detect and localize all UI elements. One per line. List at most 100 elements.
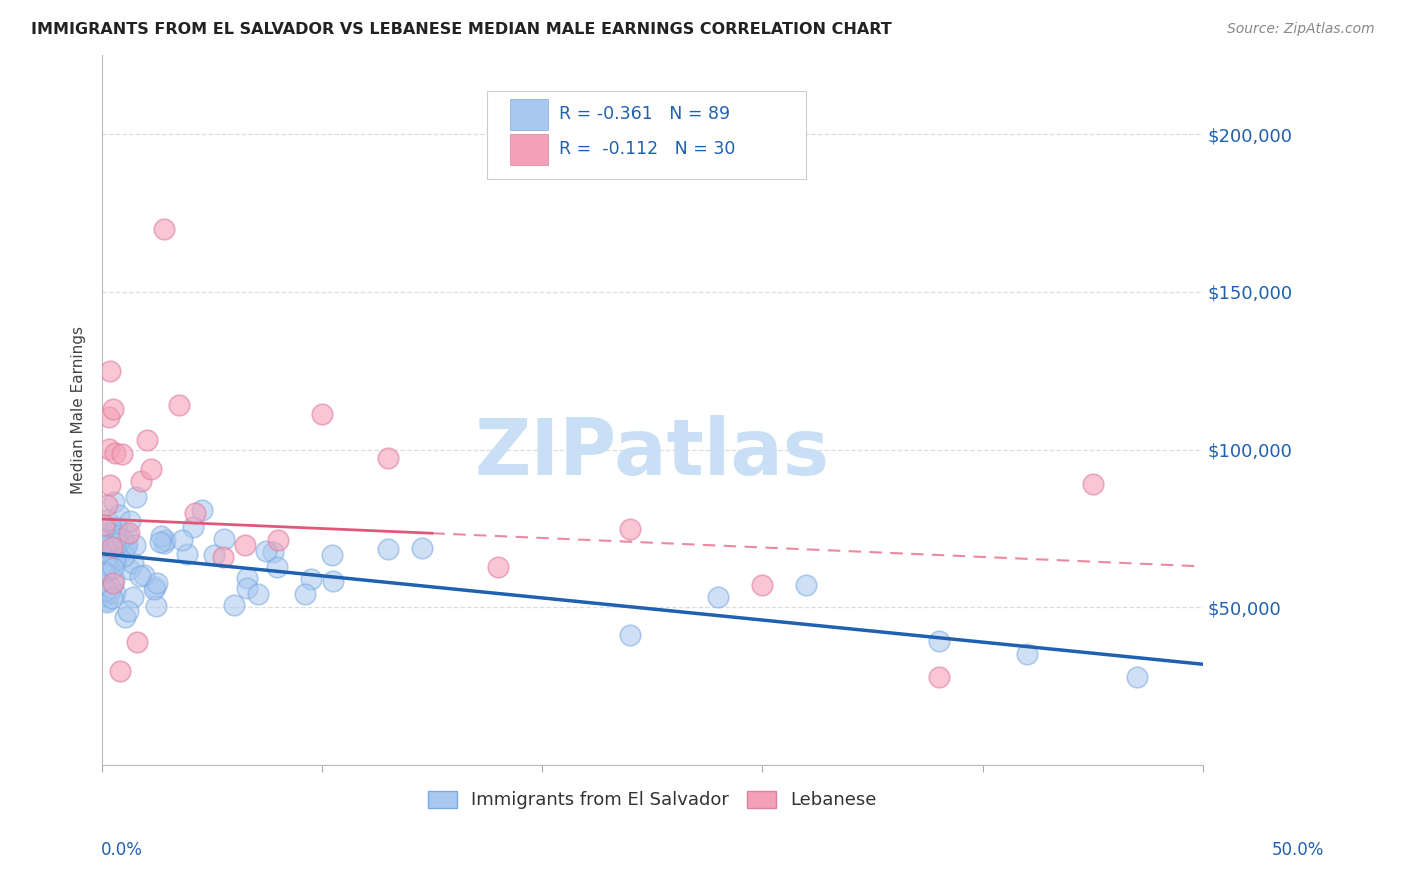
Text: ZIPatlas: ZIPatlas xyxy=(475,415,830,491)
Point xyxy=(115,539,138,553)
Point xyxy=(377,451,399,466)
Point xyxy=(104,530,127,544)
Point xyxy=(114,610,136,624)
Point xyxy=(149,535,172,549)
Point xyxy=(619,628,641,642)
Point xyxy=(301,572,323,586)
Point xyxy=(202,549,225,563)
Point xyxy=(96,558,118,572)
Point xyxy=(411,541,433,556)
Point xyxy=(1015,647,1038,661)
Y-axis label: Median Male Earnings: Median Male Earnings xyxy=(72,326,86,494)
Point xyxy=(108,664,131,678)
Point xyxy=(103,573,125,587)
Point xyxy=(100,540,122,554)
Point xyxy=(93,539,115,553)
Point xyxy=(100,478,122,492)
Point xyxy=(93,517,115,532)
Point xyxy=(619,522,641,536)
Point xyxy=(254,544,277,558)
Point xyxy=(93,517,115,532)
Point xyxy=(96,498,118,512)
Point xyxy=(115,537,138,551)
Point xyxy=(96,582,118,597)
Point xyxy=(104,555,127,569)
Text: R = -0.361   N = 89: R = -0.361 N = 89 xyxy=(558,105,730,123)
Point xyxy=(139,461,162,475)
Point xyxy=(97,442,120,456)
Point xyxy=(927,670,949,684)
Point xyxy=(153,536,176,550)
Point xyxy=(107,536,129,550)
Point xyxy=(121,590,143,604)
Point xyxy=(486,560,509,574)
Point xyxy=(98,541,121,555)
Point xyxy=(927,634,949,648)
Point xyxy=(104,520,127,534)
Point xyxy=(149,529,172,543)
FancyBboxPatch shape xyxy=(488,91,807,179)
Point xyxy=(796,578,818,592)
Point xyxy=(124,538,146,552)
Point xyxy=(98,585,121,599)
Point xyxy=(129,569,152,583)
Point xyxy=(707,591,730,605)
Legend: Immigrants from El Salvador, Lebanese: Immigrants from El Salvador, Lebanese xyxy=(420,783,884,816)
Point xyxy=(100,526,122,541)
Point xyxy=(127,635,149,649)
Point xyxy=(101,561,124,575)
Point xyxy=(96,550,118,565)
Text: Source: ZipAtlas.com: Source: ZipAtlas.com xyxy=(1227,22,1375,37)
Point xyxy=(96,595,118,609)
Point xyxy=(321,549,343,563)
Point xyxy=(214,532,236,546)
Point xyxy=(153,221,176,235)
Point xyxy=(104,585,127,599)
Point xyxy=(100,582,122,596)
Point xyxy=(322,574,344,588)
Point xyxy=(104,540,127,554)
Point xyxy=(93,548,115,562)
Point xyxy=(117,604,139,618)
Point xyxy=(93,566,115,580)
Point xyxy=(377,542,399,557)
Point xyxy=(294,587,316,601)
Point xyxy=(97,557,120,571)
Text: 50.0%: 50.0% xyxy=(1272,840,1324,858)
Point xyxy=(96,513,118,527)
Point xyxy=(103,495,125,509)
Point xyxy=(98,410,121,425)
Text: R =  -0.112   N = 30: R = -0.112 N = 30 xyxy=(558,140,735,159)
Point xyxy=(311,407,333,421)
Point xyxy=(212,549,235,564)
Point xyxy=(224,598,246,612)
Point xyxy=(145,580,167,594)
Point xyxy=(262,545,284,559)
Point xyxy=(142,582,165,597)
Point xyxy=(246,587,269,601)
Point xyxy=(117,525,139,540)
Point xyxy=(96,592,118,607)
Point xyxy=(98,547,121,561)
Point xyxy=(97,545,120,559)
Point xyxy=(170,533,193,547)
Point xyxy=(117,528,139,542)
FancyBboxPatch shape xyxy=(510,134,548,165)
Text: 0.0%: 0.0% xyxy=(101,840,143,858)
Point xyxy=(181,520,204,534)
Point xyxy=(176,548,198,562)
Point xyxy=(93,549,115,564)
Point xyxy=(93,564,115,578)
Point xyxy=(125,490,148,504)
Point xyxy=(104,446,127,460)
Point xyxy=(100,553,122,567)
Point xyxy=(236,581,259,595)
Point xyxy=(132,568,155,582)
Point xyxy=(103,576,125,591)
Point xyxy=(751,578,773,592)
Point xyxy=(104,552,127,566)
Point xyxy=(136,433,159,447)
Point xyxy=(233,538,256,552)
Point xyxy=(111,448,134,462)
Point xyxy=(101,591,124,605)
